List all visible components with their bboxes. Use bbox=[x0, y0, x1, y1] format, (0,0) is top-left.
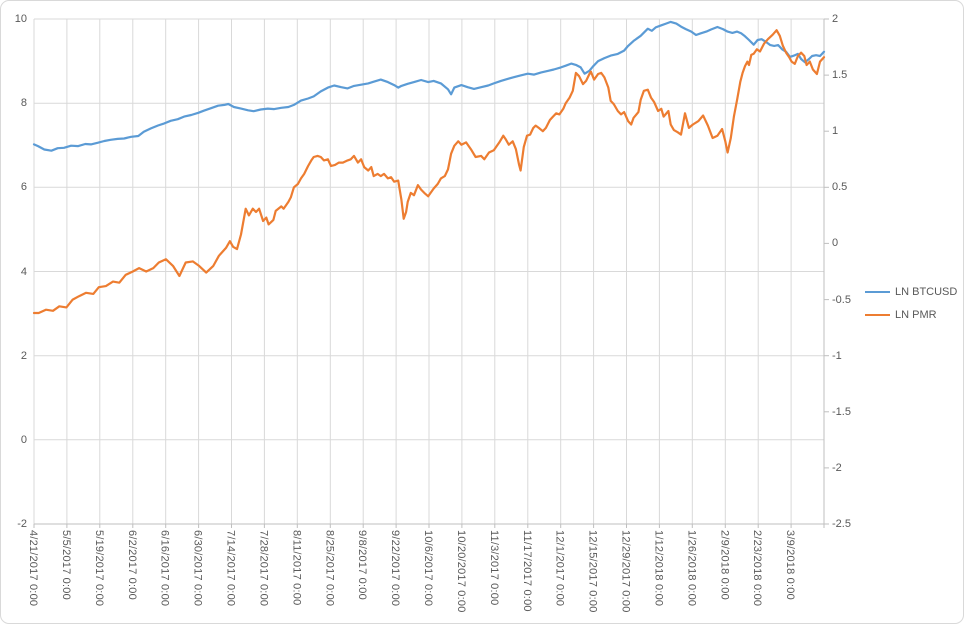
x-axis-tick-label: 11/3/2017 0:00 bbox=[487, 530, 500, 606]
legend-label: LN PMR bbox=[895, 309, 937, 321]
x-axis-tick-label: 11/17/2017 0:00 bbox=[520, 530, 533, 612]
y-axis-right-tick-label: 2 bbox=[832, 13, 839, 25]
x-axis-tick-label: 7/28/2017 0:00 bbox=[257, 530, 270, 607]
x-axis-tick-label: 8/25/2017 0:00 bbox=[323, 530, 336, 607]
y-axis-left-tick-label: 10 bbox=[14, 13, 27, 25]
legend-line-sample-orange bbox=[865, 314, 890, 316]
y-axis-right-tick-label: 0.5 bbox=[832, 181, 848, 194]
y-axis-right-tick-label: -2.5 bbox=[832, 518, 851, 530]
y-axis-right-tick-label: 1.5 bbox=[832, 69, 848, 82]
y-axis-left-tick-label: 8 bbox=[20, 97, 27, 110]
x-axis-tick-label: 5/19/2017 0:00 bbox=[92, 530, 105, 607]
y-axis-left-tick-label: -2 bbox=[17, 518, 27, 530]
x-axis-tick-label: 6/16/2017 0:00 bbox=[158, 530, 171, 607]
x-axis-tick-label: 12/1/2017 0:00 bbox=[553, 530, 566, 607]
y-axis-left-tick-label: 2 bbox=[20, 349, 27, 362]
y-axis-right-tick-label: -2 bbox=[832, 461, 842, 474]
y-axis-right-tick-label: 0 bbox=[832, 237, 839, 250]
x-axis-tick-label: 12/29/2017 0:00 bbox=[619, 530, 632, 613]
x-axis-tick-label: 5/5/2017 0:00 bbox=[59, 530, 72, 600]
x-axis-tick-label: 12/15/2017 0:00 bbox=[586, 530, 599, 613]
x-axis-tick-label: 1/26/2018 0:00 bbox=[685, 530, 698, 607]
x-axis-tick-label: 9/22/2017 0:00 bbox=[389, 530, 402, 607]
x-axis-tick-label: 8/11/2017 0:00 bbox=[290, 530, 303, 606]
series-line-ln-btcusd[interactable] bbox=[32, 20, 826, 152]
y-axis-left-tick-label: 6 bbox=[20, 181, 27, 194]
x-axis-tick-label: 4/21/2017 0:00 bbox=[27, 530, 39, 607]
x-axis-tick-label: 1/12/2018 0:00 bbox=[652, 530, 665, 607]
x-axis-tick-label: 3/9/2018 0:00 bbox=[784, 530, 797, 600]
y-axis-right-tick-label: 1 bbox=[832, 125, 839, 138]
x-axis-tick-label: 2/23/2018 0:00 bbox=[751, 530, 764, 607]
x-axis-tick-label: 10/6/2017 0:00 bbox=[422, 530, 434, 607]
y-axis-left-tick-label: 4 bbox=[20, 265, 27, 278]
x-axis-tick-label: 2/9/2018 0:00 bbox=[718, 530, 731, 600]
y-axis-left-tick-label: 0 bbox=[20, 433, 27, 446]
x-axis-tick-label: 10/20/2017 0:00 bbox=[454, 530, 467, 613]
x-axis-tick-label: 7/14/2017 0:00 bbox=[224, 530, 237, 607]
legend: LN BTCUSD LN PMR bbox=[865, 286, 957, 321]
y-axis-right-tick-label: -0.5 bbox=[832, 293, 851, 306]
series-line-ln-pmr[interactable] bbox=[32, 29, 826, 315]
x-axis-tick-label: 6/2/2017 0:00 bbox=[125, 530, 138, 600]
y-axis-right-tick-label: -1.5 bbox=[832, 405, 851, 418]
y-axis-right-tick-label: -1 bbox=[832, 349, 842, 362]
legend-line-sample-blue bbox=[865, 291, 890, 293]
legend-label: LN BTCUSD bbox=[895, 286, 958, 298]
legend-entry-ln-pmr[interactable]: LN PMR bbox=[865, 309, 957, 321]
x-axis-tick-label: 6/30/2017 0:00 bbox=[191, 530, 204, 607]
x-axis-tick-label: 9/8/2017 0:00 bbox=[356, 530, 369, 600]
legend-entry-ln-btcusd[interactable]: LN BTCUSD bbox=[865, 286, 957, 298]
